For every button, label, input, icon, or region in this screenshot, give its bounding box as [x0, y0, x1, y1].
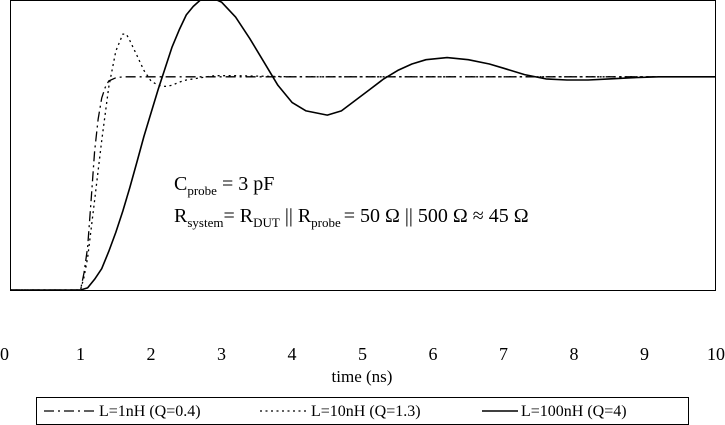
- x-tick-label: 7: [499, 344, 508, 364]
- legend-label-2: L=10nH (Q=1.3): [311, 403, 421, 420]
- legend-box: [36, 397, 689, 425]
- annotation-par1: || R: [280, 205, 312, 227]
- x-tick-label: 9: [640, 344, 649, 364]
- x-tick-labels: 0 1 2 3 4 5 6 7 8 9 10: [0, 344, 725, 364]
- series-line-1: [10, 76, 715, 291]
- x-axis-title: time (ns): [332, 367, 393, 386]
- x-tick-label: 6: [429, 344, 438, 364]
- annotation-c: C: [174, 173, 187, 195]
- annotation-c-sub: probe: [187, 183, 217, 198]
- annotation-eq1: = R: [223, 205, 253, 227]
- legend: L=1nH (Q=0.4) L=10nH (Q=1.3) L=100nH (Q=…: [36, 397, 689, 425]
- x-tick-label: 8: [570, 344, 579, 364]
- annotation-c-eq: = 3 pF: [217, 173, 274, 195]
- annotation-r1: R: [174, 205, 188, 227]
- x-tick-label: 0: [0, 344, 9, 364]
- x-tick-label: 1: [76, 344, 85, 364]
- x-tick-label: 10: [707, 344, 725, 364]
- annotation-r3-sub: probe: [311, 215, 341, 230]
- x-tick-label: 4: [288, 344, 297, 364]
- x-tick-label: 5: [358, 344, 367, 364]
- annotation-r2-sub: DUT: [253, 215, 280, 230]
- plot-frame: [10, 0, 716, 291]
- annotation-line-1: Cprobe = 3 pF: [174, 173, 274, 198]
- legend-label-1: L=1nH (Q=0.4): [99, 403, 201, 420]
- series-layer: [10, 0, 715, 291]
- annotation-tail: = 50 Ω || 500 Ω ≈ 45 Ω: [344, 205, 529, 227]
- annotation-r1-sub: system: [187, 215, 223, 230]
- x-tick-label: 2: [147, 344, 156, 364]
- annotation-line-2: Rsystem= RDUT || Rprobe = 50 Ω || 500 Ω ≈…: [174, 205, 529, 230]
- legend-label-3: L=100nH (Q=4): [521, 403, 627, 420]
- x-tick-label: 3: [217, 344, 226, 364]
- series-line-3: [10, 0, 715, 291]
- series-line-2: [10, 33, 715, 291]
